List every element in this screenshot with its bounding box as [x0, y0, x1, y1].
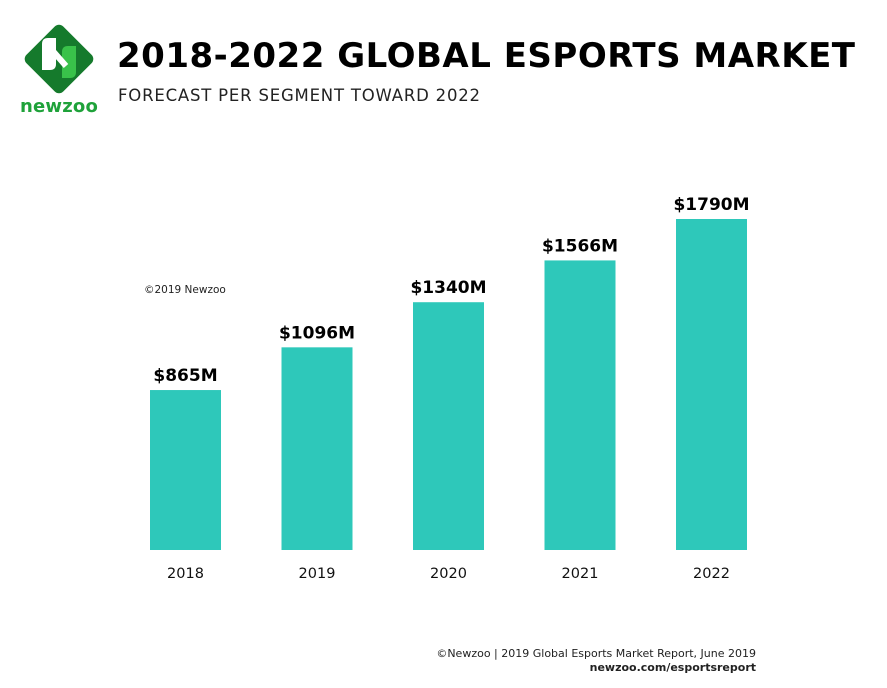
bar-value-label-2019: $1096M	[279, 323, 355, 343]
footer-source: ©Newzoo | 2019 Global Esports Market Rep…	[436, 647, 756, 660]
x-tick-label-2020: 2020	[430, 566, 467, 582]
footer: ©Newzoo | 2019 Global Esports Market Rep…	[436, 647, 756, 675]
newzoo-logo-icon	[24, 24, 94, 94]
bar-2020	[413, 302, 484, 550]
x-tick-label-2022: 2022	[693, 566, 730, 582]
x-tick-label-2018: 2018	[167, 566, 204, 582]
page-title: 2018-2022 GLOBAL ESPORTS MARKET	[117, 36, 856, 76]
newzoo-logo-text: newzoo	[19, 96, 99, 117]
footer-url[interactable]: newzoo.com/esportsreport	[589, 661, 756, 674]
x-tick-label-2019: 2019	[299, 566, 336, 582]
bar-2018	[150, 390, 221, 550]
bar-2022	[676, 219, 747, 550]
bar-value-label-2022: $1790M	[673, 195, 749, 215]
bar-2019	[281, 347, 353, 550]
chart-copyright: ©2019 Newzoo	[144, 284, 226, 296]
page-subtitle: FORECAST PER SEGMENT TOWARD 2022	[118, 86, 481, 105]
bar-value-label-2021: $1566M	[542, 236, 618, 256]
x-tick-label-2021: 2021	[562, 566, 599, 582]
newzoo-logo: newzoo	[16, 20, 102, 122]
bar-2021	[544, 260, 616, 550]
bar-value-label-2018: $865M	[153, 366, 217, 386]
bar-value-label-2020: $1340M	[410, 278, 486, 298]
